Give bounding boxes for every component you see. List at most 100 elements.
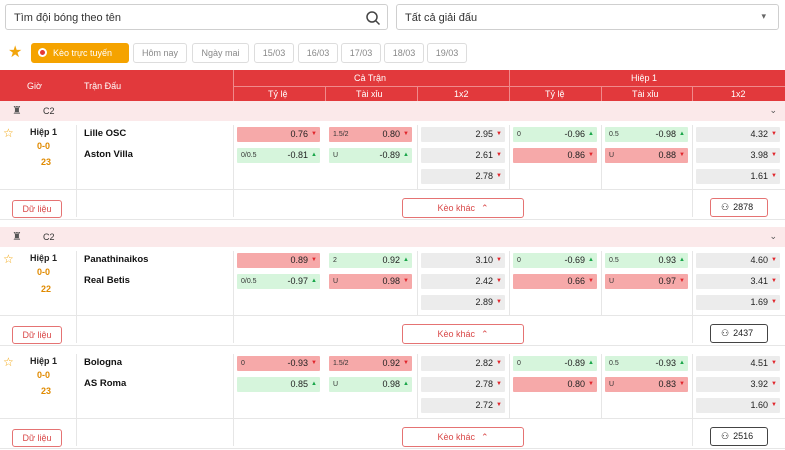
more-odds-label: Kèo khác — [437, 329, 475, 339]
odds-cell[interactable]: 1.69 ▼ — [696, 295, 780, 310]
odds-cell[interactable]: 2 0.92 ▲ — [329, 253, 412, 268]
divider — [76, 354, 77, 444]
divider — [692, 189, 693, 217]
odds-cell[interactable]: 1.61 ▼ — [696, 169, 780, 184]
away-team[interactable]: Real Betis — [84, 275, 130, 286]
search-input[interactable]: Tìm đội bóng theo tên — [14, 12, 122, 24]
favorites-star-icon[interactable]: ★ — [8, 44, 23, 61]
odds-value: 1.60 — [750, 400, 768, 410]
votes-button[interactable]: ⚇ 2437 — [710, 324, 768, 343]
league-select[interactable]: Tất cả giải đấu ▾ — [396, 4, 779, 30]
odds-cell[interactable]: 0.5 -0.93 ▲ — [605, 356, 688, 371]
odds-cell[interactable]: 3.41 ▼ — [696, 274, 780, 289]
day-tab[interactable]: 18/03 — [384, 43, 424, 63]
search-icon[interactable] — [365, 10, 381, 26]
odds-line: 0.5 — [609, 131, 619, 138]
odds-line: 1.5/2 — [333, 360, 349, 367]
away-team[interactable]: AS Roma — [84, 378, 127, 389]
odds-cell[interactable]: 0.89 ▼ — [237, 253, 320, 268]
more-odds-button[interactable]: Kèo khác ⌃ — [402, 427, 524, 447]
odds-cell[interactable]: 1.5/2 0.80 ▼ — [329, 127, 412, 142]
odds-value: -0.89 — [564, 358, 585, 368]
divider — [417, 251, 418, 315]
match-score: 0-0 — [37, 141, 51, 151]
odds-cell[interactable]: 2.61 ▼ — [421, 148, 505, 163]
odds-cell[interactable]: 3.10 ▼ — [421, 253, 505, 268]
odds-cell[interactable]: 4.32 ▼ — [696, 127, 780, 142]
odds-cell[interactable]: 0.86 ▼ — [513, 148, 597, 163]
odds-value: -0.96 — [564, 129, 585, 139]
more-odds-button[interactable]: Kèo khác ⌃ — [402, 324, 524, 344]
day-tab[interactable]: Hôm nay — [133, 43, 187, 63]
odds-cell[interactable]: 0/0.5 -0.97 ▲ — [237, 274, 320, 289]
day-tab[interactable]: 17/03 — [341, 43, 381, 63]
odds-cell[interactable]: 0 -0.89 ▲ — [513, 356, 597, 371]
away-team[interactable]: Aston Villa — [84, 149, 133, 160]
odds-cell[interactable]: U 0.98 ▲ — [329, 377, 412, 392]
odds-cell[interactable]: 0.80 ▼ — [513, 377, 597, 392]
odds-value: -0.89 — [379, 150, 400, 160]
odds-value: 1.69 — [750, 297, 768, 307]
odds-cell[interactable]: 0.85 ▲ — [237, 377, 320, 392]
header-col: Tài xỉu — [632, 89, 659, 99]
odds-cell[interactable]: 2.95 ▼ — [421, 127, 505, 142]
odds-cell[interactable]: 0 -0.96 ▲ — [513, 127, 597, 142]
odds-cell[interactable]: 2.89 ▼ — [421, 295, 505, 310]
odds-cell[interactable]: U 0.97 ▼ — [605, 274, 688, 289]
odds-cell[interactable]: 1.60 ▼ — [696, 398, 780, 413]
odds-line: U — [333, 381, 339, 388]
odds-cell[interactable]: 0 -0.93 ▼ — [237, 356, 320, 371]
day-tab[interactable]: 16/03 — [298, 43, 338, 63]
data-button[interactable]: Dữ liệu — [12, 429, 62, 447]
odds-cell[interactable]: 3.98 ▼ — [696, 148, 780, 163]
odds-value: 0.93 — [658, 255, 676, 265]
header-col: Tài xỉu — [356, 89, 383, 99]
odds-cell[interactable]: 2.72 ▼ — [421, 398, 505, 413]
odds-cell[interactable]: 0.5 0.93 ▲ — [605, 253, 688, 268]
odds-cell[interactable]: 2.82 ▼ — [421, 356, 505, 371]
odds-cell[interactable]: 0.5 -0.98 ▲ — [605, 127, 688, 142]
favorite-star-icon[interactable]: ☆ — [3, 252, 14, 266]
odds-cell[interactable]: 4.60 ▼ — [696, 253, 780, 268]
chevron-down-icon[interactable]: ⌄ — [769, 231, 777, 241]
home-team[interactable]: Bologna — [84, 357, 122, 368]
odds-cell[interactable]: U 0.98 ▼ — [329, 274, 412, 289]
match-score: 0-0 — [37, 267, 51, 277]
odds-cell[interactable]: 3.92 ▼ — [696, 377, 780, 392]
favorite-star-icon[interactable]: ☆ — [3, 126, 14, 140]
odds-cell[interactable]: 0.66 ▼ — [513, 274, 597, 289]
odds-cell[interactable]: 2.78 ▼ — [421, 377, 505, 392]
votes-button[interactable]: ⚇ 2516 — [710, 427, 768, 446]
league-row[interactable]: ♜ C2 ⌄ — [0, 101, 785, 121]
arrow-down-icon: ▼ — [679, 278, 685, 284]
data-button[interactable]: Dữ liệu — [12, 200, 62, 218]
odds-cell[interactable]: 2.42 ▼ — [421, 274, 505, 289]
more-odds-button[interactable]: Kèo khác ⌃ — [402, 198, 524, 218]
odds-cell[interactable]: 0/0.5 -0.81 ▲ — [237, 148, 320, 163]
favorite-star-icon[interactable]: ☆ — [3, 355, 14, 369]
data-button[interactable]: Dữ liệu — [12, 326, 62, 344]
odds-cell[interactable]: 4.51 ▼ — [696, 356, 780, 371]
day-tab[interactable]: Ngày mai — [192, 43, 249, 63]
odds-cell[interactable]: 0.76 ▼ — [237, 127, 320, 142]
odds-cell[interactable]: 1.5/2 0.92 ▼ — [329, 356, 412, 371]
live-odds-button[interactable]: Kèo trực tuyến — [31, 43, 129, 63]
odds-value: 4.32 — [750, 129, 768, 139]
league-row[interactable]: ♜ C2 ⌄ — [0, 227, 785, 247]
odds-cell[interactable]: 0 -0.69 ▲ — [513, 253, 597, 268]
odds-cell[interactable]: U -0.89 ▲ — [329, 148, 412, 163]
league-select-value: Tất cả giải đấu — [405, 12, 478, 24]
home-team[interactable]: Lille OSC — [84, 128, 127, 139]
odds-cell[interactable]: U 0.88 ▼ — [605, 148, 688, 163]
day-tab[interactable]: 19/03 — [427, 43, 467, 63]
votes-button[interactable]: ⚇ 2878 — [710, 198, 768, 217]
odds-cell[interactable]: U 0.83 ▼ — [605, 377, 688, 392]
odds-value: 2.61 — [475, 150, 493, 160]
home-team[interactable]: Panathinaikos — [84, 254, 149, 265]
day-tab[interactable]: 15/03 — [254, 43, 294, 63]
search-box[interactable]: Tìm đội bóng theo tên — [5, 4, 388, 30]
odds-cell[interactable]: 2.78 ▼ — [421, 169, 505, 184]
chevron-down-icon[interactable]: ⌄ — [769, 105, 777, 115]
divider — [233, 418, 234, 446]
odds-value: 0.89 — [290, 255, 308, 265]
